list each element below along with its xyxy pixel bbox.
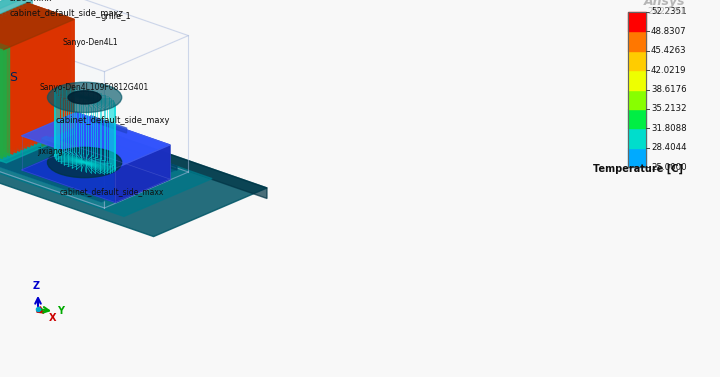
Text: jixiang: jixiang: [37, 147, 63, 156]
Bar: [628, 12, 646, 167]
Text: Y: Y: [57, 306, 64, 316]
Polygon shape: [0, 108, 42, 153]
Polygon shape: [22, 112, 170, 169]
Text: 48.8307: 48.8307: [651, 27, 687, 36]
Text: 45.4263: 45.4263: [651, 46, 687, 55]
Text: cabinet_default_side_maxz: cabinet_default_side_maxz: [9, 9, 123, 18]
Polygon shape: [0, 32, 6, 157]
Polygon shape: [0, 28, 17, 153]
Ellipse shape: [48, 82, 122, 112]
Polygon shape: [115, 145, 170, 202]
Text: Sanyo-Den4L109F0812G401: Sanyo-Den4L109F0812G401: [39, 83, 148, 92]
Bar: [628, 109, 646, 128]
Polygon shape: [0, 25, 23, 150]
Text: 52.2351: 52.2351: [651, 8, 687, 17]
Polygon shape: [0, 34, 3, 158]
Polygon shape: [27, 3, 74, 128]
Polygon shape: [0, 18, 40, 143]
Text: 2022 R1: 2022 R1: [647, 7, 685, 16]
Bar: [628, 12, 646, 31]
Text: 35.2132: 35.2132: [651, 104, 687, 113]
Polygon shape: [33, 116, 177, 170]
Polygon shape: [27, 112, 78, 135]
Polygon shape: [42, 136, 78, 150]
Text: 42.0219: 42.0219: [651, 66, 686, 75]
Polygon shape: [76, 112, 170, 179]
Bar: [628, 128, 646, 148]
Polygon shape: [0, 115, 74, 161]
Ellipse shape: [68, 91, 101, 104]
Polygon shape: [0, 0, 42, 32]
Polygon shape: [0, 15, 47, 139]
Text: Temperature [C]: Temperature [C]: [593, 164, 683, 174]
Text: side_minx: side_minx: [9, 0, 52, 2]
Polygon shape: [91, 116, 127, 133]
Polygon shape: [14, 9, 60, 134]
Text: 31.8088: 31.8088: [651, 124, 687, 133]
Polygon shape: [0, 26, 19, 151]
Text: Sanyo-Den4L1: Sanyo-Den4L1: [62, 38, 118, 47]
Polygon shape: [24, 5, 71, 129]
Bar: [628, 89, 646, 109]
Bar: [628, 148, 646, 167]
Text: 25.0000: 25.0000: [651, 162, 687, 172]
Polygon shape: [0, 3, 74, 50]
Polygon shape: [4, 13, 50, 138]
Text: S: S: [9, 70, 17, 84]
Polygon shape: [0, 16, 43, 141]
Bar: [628, 31, 646, 51]
Polygon shape: [0, 22, 30, 147]
Polygon shape: [0, 31, 9, 156]
Text: X: X: [49, 313, 57, 323]
Polygon shape: [46, 136, 78, 156]
Text: Ansys: Ansys: [644, 0, 685, 8]
Polygon shape: [31, 111, 74, 130]
Ellipse shape: [48, 147, 122, 178]
Text: cabinet_default_side_maxx: cabinet_default_side_maxx: [60, 187, 164, 196]
Polygon shape: [27, 3, 74, 128]
Polygon shape: [0, 17, 104, 208]
Polygon shape: [0, 3, 26, 142]
Polygon shape: [7, 12, 54, 136]
Polygon shape: [0, 106, 267, 236]
Text: 28.4044: 28.4044: [651, 143, 687, 152]
Polygon shape: [0, 0, 32, 150]
Polygon shape: [0, 120, 177, 202]
Polygon shape: [0, 113, 212, 216]
Polygon shape: [0, 29, 13, 154]
Polygon shape: [0, 0, 189, 72]
Polygon shape: [10, 11, 57, 135]
Text: 38.6176: 38.6176: [651, 85, 687, 94]
Polygon shape: [17, 8, 64, 132]
Text: cabinet_default_side_maxy: cabinet_default_side_maxy: [55, 116, 170, 125]
Polygon shape: [22, 147, 170, 202]
Polygon shape: [20, 6, 67, 131]
Polygon shape: [0, 115, 78, 163]
Polygon shape: [0, 23, 27, 148]
Text: Z: Z: [33, 281, 40, 291]
Polygon shape: [0, 21, 33, 146]
Text: grille_1: grille_1: [101, 12, 131, 21]
Polygon shape: [30, 106, 267, 199]
Polygon shape: [42, 136, 46, 146]
Polygon shape: [0, 19, 37, 144]
Bar: [628, 70, 646, 89]
Bar: [628, 51, 646, 70]
Polygon shape: [0, 0, 30, 153]
